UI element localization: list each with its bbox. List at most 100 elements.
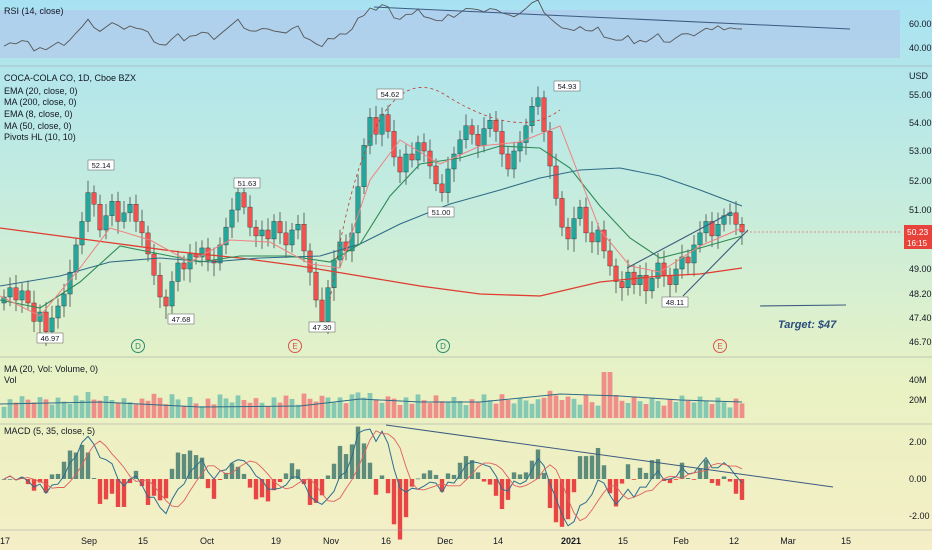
candle-body <box>145 232 151 255</box>
macd-signal-line <box>3 430 743 522</box>
macd-histogram-bar <box>265 479 271 502</box>
candle-body <box>163 296 169 307</box>
volume-bar <box>637 401 643 418</box>
volume-bar <box>583 394 589 418</box>
macd-histogram-bar <box>523 472 529 479</box>
time-axis-label: Dec <box>437 536 454 546</box>
macd-histogram-bar <box>475 472 481 479</box>
price-pane: 55.00 54.00 53.00 52.00 51.00 49.00 48.20 47.40… <box>0 71 932 353</box>
macd-histogram-bar <box>193 455 199 479</box>
volume-bar <box>61 401 67 418</box>
volume-bar <box>511 403 517 418</box>
macd-histogram-bar <box>553 479 559 523</box>
candle-body <box>289 229 295 246</box>
volume-bar <box>643 404 649 418</box>
volume-bar <box>325 397 331 418</box>
pivot-label-box <box>427 206 455 218</box>
macd-trendline <box>385 424 834 488</box>
volume-bar <box>229 402 235 418</box>
volume-bar <box>55 397 61 418</box>
candle-body <box>223 226 229 246</box>
volume-bar <box>319 395 325 418</box>
ma50-line <box>0 167 743 287</box>
candle-body <box>307 250 313 273</box>
rsi-axis-label: 60.00 <box>909 19 932 29</box>
time-axis-label: 16 <box>381 536 391 546</box>
volume-bar <box>85 392 91 418</box>
candle-body <box>7 287 13 298</box>
candle-body <box>253 226 259 237</box>
volume-bar <box>313 401 319 418</box>
macd-histogram-bar <box>403 479 409 518</box>
pivot-label: 54.62 <box>381 90 400 99</box>
event-marker-label: D <box>440 342 446 351</box>
volume-bar <box>445 402 451 418</box>
volume-bar <box>451 397 457 418</box>
candle-body <box>19 290 25 301</box>
candle-body <box>61 293 67 307</box>
macd-histogram-bar <box>211 479 217 499</box>
macd-histogram-bar <box>61 461 67 479</box>
macd-histogram-bar <box>139 479 145 487</box>
macd-histogram-bar <box>679 462 685 479</box>
candle-body <box>673 268 679 285</box>
volume-bar <box>505 400 511 418</box>
volume-bar <box>469 399 475 418</box>
volume-bar <box>655 401 661 418</box>
time-axis-label: Mar <box>780 536 796 546</box>
candle-body <box>79 221 85 246</box>
macd-histogram-bar <box>577 456 583 479</box>
macd-histogram-bar <box>241 473 247 479</box>
volume-bar <box>685 400 691 418</box>
candle-body <box>571 218 577 240</box>
indicator-legend-ema20: EMA (20, close, 0) <box>4 86 78 96</box>
volume-bar <box>523 400 529 418</box>
volume-bar <box>37 397 43 418</box>
volume-bar <box>727 407 733 418</box>
volume-bar <box>691 402 697 418</box>
candle-body <box>475 133 481 146</box>
macd-histogram-bar <box>379 475 385 479</box>
candle-body <box>175 262 181 282</box>
volume-bar <box>553 395 559 418</box>
candle-body <box>733 212 739 225</box>
macd-histogram-bar <box>55 473 61 479</box>
candle-body <box>367 117 373 146</box>
volume-bar <box>463 405 469 418</box>
price-axis-label: 54.00 <box>909 118 932 128</box>
candle-body <box>181 262 187 270</box>
candle-body <box>127 203 133 214</box>
candle-body <box>577 206 583 219</box>
volume-bar <box>223 398 229 418</box>
candle-body <box>685 256 691 264</box>
price-axis-label: 46.70 <box>909 337 932 347</box>
ema20-line <box>0 145 743 309</box>
macd-histogram-bar <box>727 479 733 482</box>
macd-histogram-bar <box>157 479 163 501</box>
volume-bar <box>487 400 493 418</box>
price-axis-label: 51.00 <box>909 205 932 215</box>
macd-histogram-bar <box>583 456 589 479</box>
macd-histogram-bar <box>625 464 631 479</box>
macd-histogram-bar <box>79 444 85 479</box>
candle-body <box>199 247 205 258</box>
candle-body <box>649 278 655 292</box>
currency-label: USD <box>909 71 929 81</box>
candle-body <box>373 117 379 135</box>
candle-body <box>613 265 619 282</box>
volume-bar <box>1 406 7 418</box>
volume-bar <box>331 402 337 418</box>
candle-body <box>73 244 79 273</box>
macd-histogram-bar <box>283 473 289 479</box>
pivot-label-box <box>167 313 195 325</box>
macd-histogram-bar <box>331 463 337 479</box>
candle-body <box>535 97 541 107</box>
volume-bar <box>283 395 289 418</box>
candle-body <box>589 232 595 243</box>
candle-body <box>469 125 475 135</box>
macd-histogram-bar <box>697 468 703 479</box>
macd-axis-label: 0.00 <box>909 474 927 484</box>
candle-body <box>667 275 673 285</box>
candle-body <box>637 275 643 285</box>
volume-bar <box>673 402 679 418</box>
